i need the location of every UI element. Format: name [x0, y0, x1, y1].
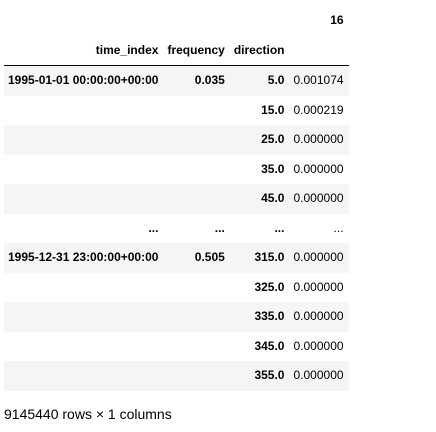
frequency-cell [163, 332, 229, 362]
time-index-cell [4, 302, 164, 332]
direction-cell: 315.0 [229, 243, 290, 273]
direction-cell: 5.0 [229, 65, 290, 96]
time-index-cell: ... [148, 220, 159, 235]
direction-cell: 355.0 [229, 361, 290, 391]
frequency-cell [163, 361, 230, 391]
value-cell: 0.000000 [289, 243, 349, 273]
value-cell: 0.000000 [293, 279, 344, 294]
index-header-blank [4, 6, 163, 36]
frequency-cell [163, 273, 229, 303]
frequency-cell: ... [214, 220, 225, 235]
index-header-blank [230, 6, 290, 36]
index-header-blank [163, 6, 229, 36]
time-index-cell: 1995-01-01 00:00:00+00:00 [4, 65, 164, 96]
time-index-cell: 1995-12-31 23:00:00+00:00 [4, 243, 164, 273]
frequency-cell: 0.505 [163, 243, 230, 273]
value-cell: 0.000000 [293, 338, 344, 353]
frequency-cell [163, 125, 230, 155]
direction-cell: ... [274, 220, 285, 235]
time-index-cell [4, 155, 163, 185]
direction-cell: 35.0 [261, 161, 285, 176]
dataframe-shape-footer: 9145440 rows × 1 columns [4, 406, 172, 422]
table-row: 345.0 0.000000 [4, 332, 349, 362]
column-header: 16 [330, 13, 344, 27]
value-cell: ... [333, 220, 344, 235]
ellipsis-row: ... ... ... ... [4, 214, 349, 244]
table-body: 1995-01-01 00:00:00+00:00 0.035 5.0 0.00… [4, 65, 349, 391]
table-row: 45.0 0.000000 [4, 184, 349, 214]
column-header-blank [289, 35, 349, 66]
frequency-cell [163, 302, 230, 332]
table-row: 25.0 0.000000 [4, 125, 349, 155]
value-cell: 0.000000 [289, 302, 349, 332]
direction-cell: 15.0 [261, 102, 285, 117]
table-row: 1995-01-01 00:00:00+00:00 0.035 5.0 0.00… [4, 65, 349, 96]
index-names-row: time_index frequency direction [4, 35, 349, 66]
dataframe-table: 16 time_index frequency direction 1995-0… [4, 6, 349, 391]
frequency-cell [163, 155, 229, 185]
direction-cell: 25.0 [229, 125, 290, 155]
frequency-cell: 0.035 [163, 65, 230, 96]
direction-cell: 335.0 [229, 302, 290, 332]
value-cell: 0.000000 [289, 184, 349, 214]
time-index-cell [4, 96, 163, 126]
table-row: 1995-12-31 23:00:00+00:00 0.505 315.0 0.… [4, 243, 349, 273]
table-row: 15.0 0.000219 [4, 96, 349, 126]
frequency-cell [163, 184, 230, 214]
frequency-cell [163, 96, 229, 126]
value-cell: 0.000219 [293, 102, 344, 117]
direction-cell: 45.0 [229, 184, 290, 214]
time-index-cell [4, 332, 163, 362]
index-name-direction: direction [229, 35, 290, 66]
value-cell: 0.000000 [293, 161, 344, 176]
value-cell: 0.001074 [289, 65, 349, 96]
index-name-frequency: frequency [163, 35, 230, 66]
table-row: 355.0 0.000000 [4, 361, 349, 391]
table-row: 325.0 0.000000 [4, 273, 349, 303]
time-index-cell [4, 361, 164, 391]
direction-cell: 345.0 [254, 338, 285, 353]
value-cell: 0.000000 [289, 361, 349, 391]
table-row: 35.0 0.000000 [4, 155, 349, 185]
table-row: 335.0 0.000000 [4, 302, 349, 332]
direction-cell: 325.0 [254, 279, 285, 294]
table-header: 16 time_index frequency direction [4, 6, 349, 66]
column-header-row: 16 [4, 6, 349, 36]
time-index-cell [4, 125, 164, 155]
time-index-cell [4, 184, 164, 214]
value-cell: 0.000000 [289, 125, 349, 155]
index-name-time: time_index [4, 35, 164, 66]
time-index-cell [4, 273, 163, 303]
